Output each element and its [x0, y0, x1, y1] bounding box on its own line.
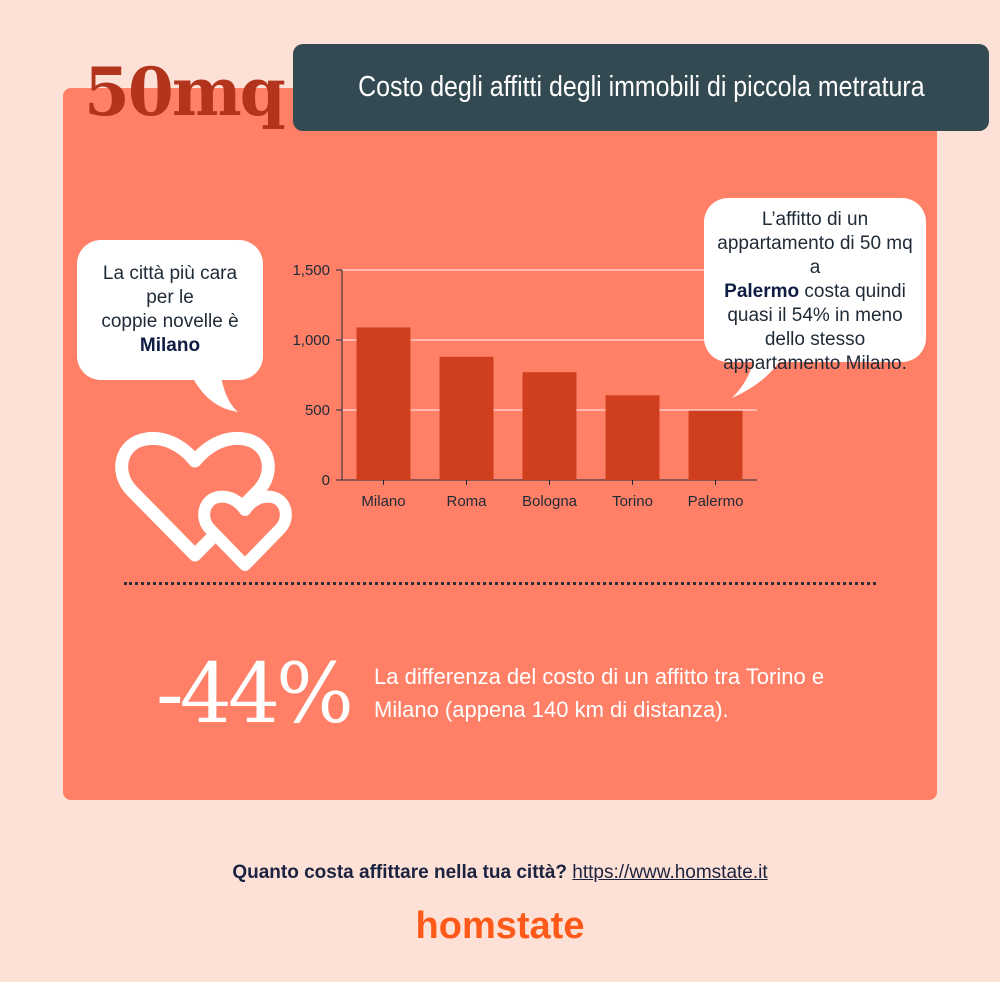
bar: [439, 356, 494, 480]
right-bubble-line: costa quindi: [799, 281, 906, 302]
right-bubble-line: appartamento Milano.: [723, 353, 907, 374]
stat-description: La differenza del costo di un affitto tr…: [374, 664, 825, 722]
homstate-logo: homstate: [415, 905, 585, 947]
bar: [688, 410, 743, 480]
footer-cta: Quanto costa affittare nella tua città? …: [0, 862, 1000, 884]
y-tick-label: 1,000: [292, 332, 330, 349]
left-bubble-line: coppie novelle è: [101, 311, 239, 332]
dotted-divider: [124, 582, 876, 585]
x-tick-label: Milano: [361, 493, 405, 510]
right-bubble-line: appartamento di 50 mq a: [717, 233, 913, 278]
brand-title: 50mq: [84, 53, 286, 131]
header-title: Costo degli affitti degli immobili di pi…: [357, 71, 925, 103]
x-tick-label: Roma: [446, 493, 487, 510]
left-bubble-line: La città più cara: [102, 263, 238, 284]
bar: [605, 395, 660, 480]
x-tick-label: Bologna: [522, 493, 578, 510]
right-bubble-line: L’affitto di un: [761, 209, 869, 230]
hearts-icon: [115, 431, 292, 571]
footer-link[interactable]: https://www.homstate.it: [572, 862, 768, 883]
stat-value: -44%: [156, 647, 354, 742]
y-tick-label: 500: [305, 402, 330, 419]
bar: [356, 327, 411, 480]
right-bubble-highlight: Palermo: [724, 281, 800, 302]
x-tick-label: Torino: [612, 493, 653, 510]
y-tick-label: 0: [322, 472, 330, 489]
footer-question: Quanto costa affittare nella tua città?: [232, 862, 568, 883]
left-bubble-highlight: Milano: [139, 335, 201, 356]
left-bubble-line: per le: [146, 287, 194, 308]
right-bubble-line: dello stesso: [764, 329, 866, 350]
left-bubble-tail: [190, 370, 238, 412]
left-speech-bubble: La città più cara per le coppie novelle …: [77, 240, 263, 380]
bar: [522, 372, 577, 480]
header-bar: Costo degli affitti degli immobili di pi…: [293, 44, 989, 131]
right-bubble-tail: [732, 350, 786, 398]
y-tick-label: 1,500: [292, 262, 330, 279]
right-bubble-line: quasi il 54% in meno: [727, 305, 903, 326]
right-speech-bubble: L’affitto di un appartamento di 50 mq a …: [704, 198, 926, 374]
x-tick-label: Palermo: [688, 493, 744, 510]
